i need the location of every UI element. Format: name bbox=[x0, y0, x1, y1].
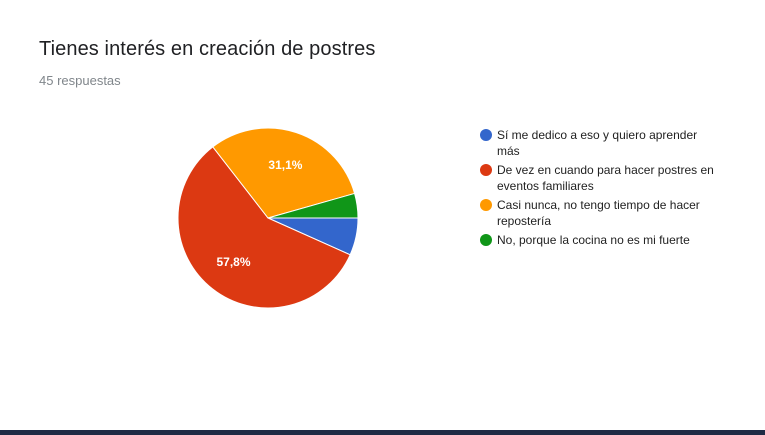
response-count: 45 respuestas bbox=[39, 73, 121, 88]
footer-bar bbox=[0, 430, 765, 435]
pie-slice-4[interactable] bbox=[267, 192, 359, 219]
legend-label-4: No, porque la cocina no es mi fuerte bbox=[497, 233, 690, 247]
pie-chart: 57,8% 31,1% bbox=[177, 127, 359, 309]
legend-swatch-2 bbox=[480, 164, 492, 176]
legend-swatch-3 bbox=[480, 199, 492, 211]
legend-item-3[interactable]: Casi nunca, no tengo tiempo de hacer rep… bbox=[480, 197, 720, 229]
legend-swatch-1 bbox=[480, 129, 492, 141]
legend-swatch-4 bbox=[480, 234, 492, 246]
legend-label-1: Sí me dedico a eso y quiero aprender más bbox=[497, 128, 698, 158]
pie-slice-label-3: 31,1% bbox=[268, 158, 302, 172]
pie-slice-label-2: 57,8% bbox=[217, 255, 251, 269]
chart-legend: Sí me dedico a eso y quiero aprender más… bbox=[480, 127, 720, 251]
legend-item-1[interactable]: Sí me dedico a eso y quiero aprender más bbox=[480, 127, 720, 159]
legend-label-3: Casi nunca, no tengo tiempo de hacer rep… bbox=[497, 198, 700, 228]
pie-slice-3[interactable] bbox=[212, 127, 356, 219]
legend-item-4[interactable]: No, porque la cocina no es mi fuerte bbox=[480, 232, 720, 248]
pie-slice-2[interactable] bbox=[177, 146, 351, 309]
legend-label-2: De vez en cuando para hacer postres en e… bbox=[497, 163, 714, 193]
legend-item-2[interactable]: De vez en cuando para hacer postres en e… bbox=[480, 162, 720, 194]
chart-title: Tienes interés en creación de postres bbox=[39, 38, 376, 60]
